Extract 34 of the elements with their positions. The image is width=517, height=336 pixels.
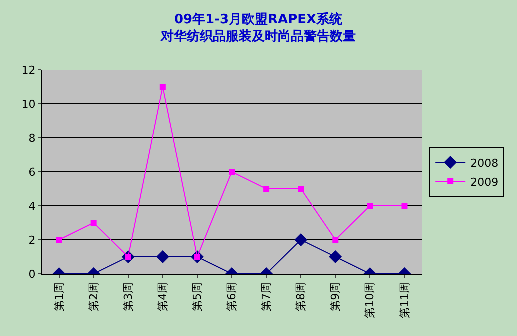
x-tick-label: 第2周	[87, 282, 100, 312]
x-tick-label: 第9周	[329, 282, 342, 312]
y-tick-label: 0	[28, 268, 36, 281]
y-tick-label: 12	[22, 64, 36, 77]
y-tick-label: 2	[28, 234, 36, 247]
point	[264, 186, 270, 192]
x-tick-label: 第10周	[364, 282, 377, 318]
y-tick-label: 6	[28, 166, 36, 179]
point	[56, 237, 62, 243]
point	[329, 250, 342, 264]
point	[156, 250, 170, 264]
point	[367, 203, 374, 209]
x-tick-label: 第1周	[52, 282, 66, 312]
point	[90, 220, 97, 226]
y-tick-label: 10	[22, 98, 36, 111]
legend-label: 2009	[470, 176, 499, 189]
x-tick-label: 第4周	[156, 282, 170, 312]
point	[160, 84, 166, 90]
x-tick-label: 第11周	[398, 282, 412, 318]
chart-subtitle: 对华纺织品服装及时尚品警告数量	[160, 28, 356, 44]
x-tick-label: 第8周	[294, 282, 308, 312]
legend-label: 2008	[470, 156, 499, 170]
chart-title: 09年1-3月欧盟RAPEX系统	[174, 12, 344, 28]
point	[332, 237, 339, 243]
point	[298, 186, 304, 192]
x-tick-label: 第3周	[122, 282, 135, 312]
point	[229, 169, 235, 175]
y-tick-label: 4	[28, 200, 36, 213]
y-tick-label: 8	[28, 132, 36, 145]
point	[402, 203, 408, 209]
x-tick-label: 第6周	[226, 282, 239, 312]
x-tick-label: 第5周	[191, 282, 204, 312]
x-tick-label: 第7周	[260, 282, 274, 312]
point	[294, 234, 308, 246]
